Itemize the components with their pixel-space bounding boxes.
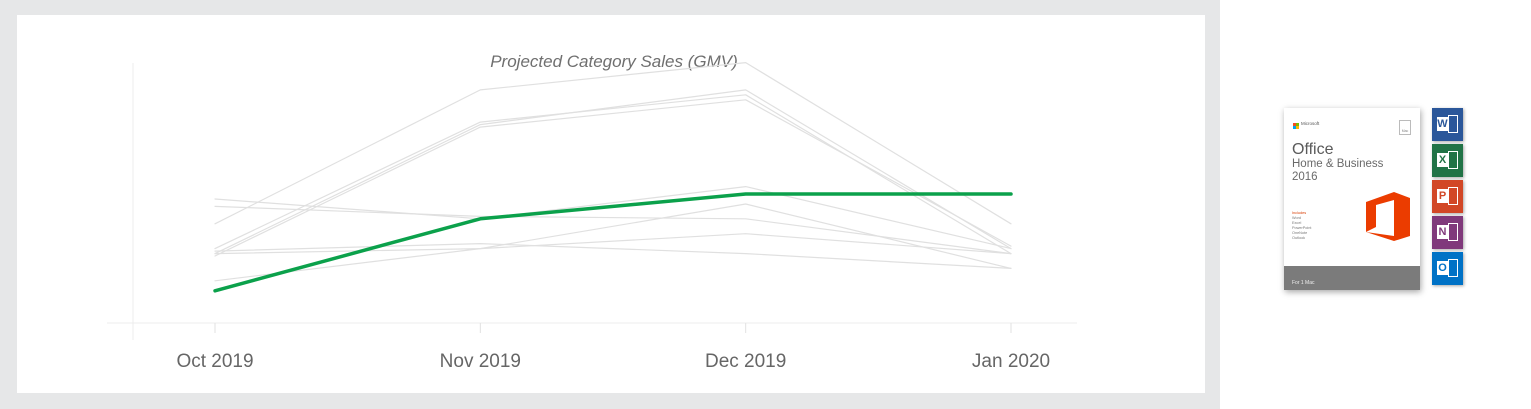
office-logo-icon [1366, 192, 1410, 241]
app-icon-letter: W [1437, 117, 1448, 131]
office-box-front: Microsoft Mac Office Home & Business 201… [1284, 108, 1420, 290]
box-footer: For 1 Mac [1284, 266, 1420, 290]
background-series-line-7 [214, 243, 1012, 269]
app-icon-letter: X [1437, 153, 1448, 167]
background-series-line-1 [214, 94, 1012, 255]
background-series-line-2 [214, 89, 1012, 255]
app-icon-letter: O [1437, 261, 1448, 275]
app-icon-document [1448, 187, 1458, 205]
includes-item: Outlook [1292, 236, 1306, 240]
mac-badge: Mac [1399, 120, 1411, 135]
product-name: Office [1292, 141, 1334, 158]
product-edition: Home & Business [1292, 158, 1384, 170]
x-tick-label: Nov 2019 [440, 351, 521, 372]
app-icon-letter: N [1437, 225, 1448, 239]
x-tick-label: Dec 2019 [705, 351, 786, 372]
app-icon-document [1448, 223, 1458, 241]
app-icon-document [1448, 151, 1458, 169]
app-icon-document [1448, 259, 1458, 277]
includes-item: Word [1292, 216, 1302, 220]
includes-item: PowerPoint [1292, 226, 1312, 230]
includes-list: Includes Word Excel PowerPoint OneNote O… [1292, 211, 1311, 241]
series-layer [213, 61, 1013, 293]
x-tick-label: Jan 2020 [972, 351, 1050, 372]
x-tick-label: Oct 2019 [176, 351, 253, 372]
background-series-line-8 [214, 203, 1012, 282]
outlook-icon: O [1432, 252, 1463, 285]
chart-title: Projected Category Sales (GMV) [490, 52, 738, 71]
includes-item: Excel [1292, 221, 1302, 225]
background-series-line-6 [214, 205, 1012, 255]
chart-card: Projected Category Sales (GMV) Oct 2019 N… [17, 15, 1205, 393]
word-icon: W [1432, 108, 1463, 141]
app-icon-document [1448, 115, 1458, 133]
includes-heading: Includes [1292, 211, 1307, 215]
product-year: 2016 [1292, 171, 1318, 183]
background-series-line-3 [214, 99, 1012, 257]
powerpoint-icon: P [1432, 180, 1463, 213]
background-series-line-9 [214, 233, 1012, 255]
background-series-line-4 [214, 61, 1012, 225]
onenote-icon: N [1432, 216, 1463, 249]
product-box-image: Microsoft Mac Office Home & Business 201… [1284, 106, 1466, 292]
brand-name: Microsoft [1301, 121, 1320, 126]
app-icon-letter: P [1437, 189, 1448, 203]
background-series-line-5 [214, 186, 1012, 250]
chart-axes [107, 63, 1077, 340]
x-tick-labels: Oct 2019 Nov 2019 Dec 2019 Jan 2020 [176, 351, 1050, 372]
line-chart: Projected Category Sales (GMV) Oct 2019 N… [107, 52, 1077, 372]
license-text: For 1 Mac [1292, 280, 1315, 286]
microsoft-logo-icon [1293, 123, 1299, 129]
includes-item: OneNote [1292, 231, 1308, 235]
chart-panel: Projected Category Sales (GMV) Oct 2019 N… [0, 0, 1220, 409]
highlighted-series-line [213, 192, 1013, 293]
excel-icon: X [1432, 144, 1463, 177]
